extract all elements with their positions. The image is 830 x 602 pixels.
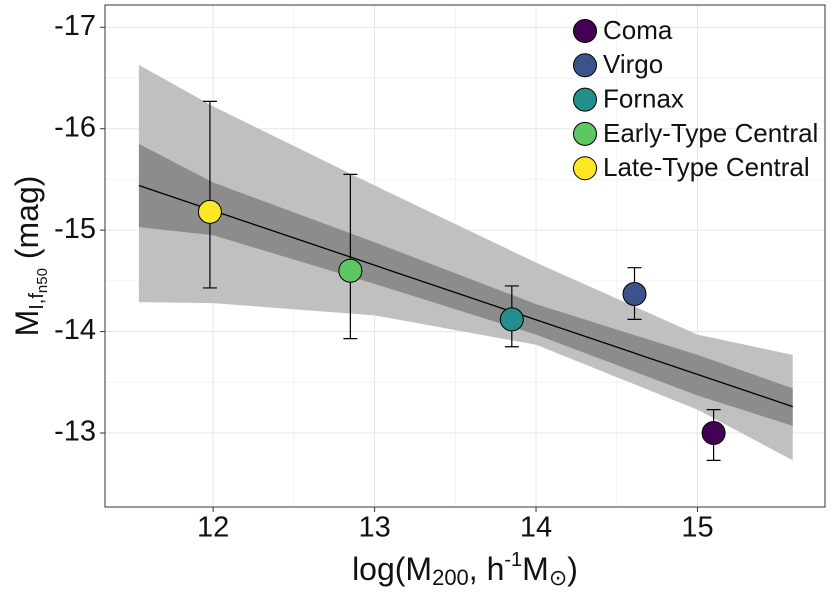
data-point [622, 282, 647, 307]
data-point [499, 307, 524, 332]
legend-label: Coma [603, 15, 673, 45]
y-tick-label: -13 [54, 416, 96, 448]
y-tick-label: -16 [54, 111, 96, 143]
legend-label: Virgo [603, 49, 663, 79]
y-tick-label: -15 [54, 213, 96, 245]
x-axis-label: log(M200, h-1M⊙) [352, 549, 578, 590]
x-tick-label: 14 [520, 512, 552, 544]
error-bar [343, 173, 358, 340]
x-tick-label: 12 [197, 512, 229, 544]
x-tick-label: 15 [681, 512, 713, 544]
y-tick-label: -17 [54, 10, 96, 42]
legend-marker [573, 53, 597, 78]
legend-label: Late-Type Central [603, 152, 810, 182]
y-axis-label: MI,fn50 (mag) [9, 176, 51, 337]
legend-label: Early-Type Central [603, 118, 818, 148]
data-point [701, 420, 726, 445]
legend-marker [573, 156, 597, 181]
error-bar [202, 100, 217, 289]
legend-label: Fornax [603, 83, 684, 113]
legend-marker [573, 87, 597, 112]
y-tick-label: -14 [54, 314, 96, 346]
data-point [197, 199, 222, 224]
x-tick-label: 13 [358, 512, 390, 544]
plot-border [104, 4, 826, 508]
data-point [338, 258, 363, 283]
fit-line [138, 184, 793, 408]
legend-marker [573, 121, 597, 146]
legend-marker [573, 19, 597, 43]
confidence-band [138, 143, 793, 426]
